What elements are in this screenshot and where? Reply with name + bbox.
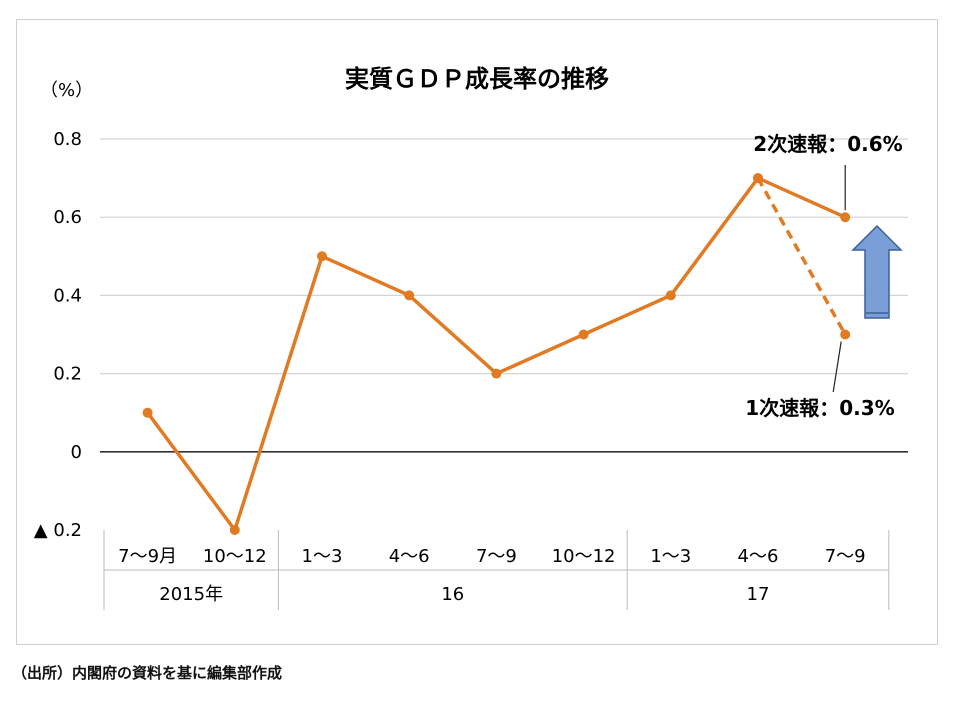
chart-title: 実質ＧＤＰ成長率の推移	[345, 65, 609, 93]
annotation-label: 1次速報：0.3%	[745, 396, 894, 420]
category-label: 10～12	[203, 546, 267, 567]
y-tick-label: 0.6	[53, 207, 82, 228]
category-label: 7～9	[825, 546, 866, 567]
y-tick-label: 0.2	[53, 364, 82, 385]
y-tick-label: 0.4	[53, 285, 82, 306]
category-label: 7～9月	[118, 546, 177, 567]
y-tick-label: 0	[71, 442, 82, 463]
series-line	[146, 176, 846, 532]
data-point	[142, 407, 153, 418]
data-point	[491, 368, 502, 379]
series-line-dashed	[756, 177, 847, 336]
y-tick-label: ▲ 0.2	[34, 520, 82, 541]
annotation-leader-line	[832, 341, 842, 393]
category-label: 7～9	[476, 546, 517, 567]
data-point	[753, 173, 763, 184]
data-point	[840, 212, 851, 223]
data-point	[840, 329, 851, 340]
data-point	[578, 329, 589, 340]
category-label: 4～6	[738, 546, 779, 567]
annotation-label: 2次速報：0.6%	[753, 132, 902, 156]
y-axis-unit-label: （%）	[40, 80, 93, 101]
source-note: （出所）内閣府の資料を基に編集部作成	[12, 664, 283, 682]
data-point	[317, 251, 327, 262]
year-group-label: 17	[747, 584, 770, 605]
category-label: 1～3	[650, 546, 691, 567]
data-point	[404, 290, 415, 301]
data-point	[229, 525, 240, 535]
chart-frame	[16, 19, 938, 645]
category-label: 4～6	[389, 546, 430, 567]
up-arrow-icon	[851, 224, 903, 319]
year-group-label: 16	[441, 584, 464, 605]
category-label: 1～3	[302, 546, 343, 567]
y-tick-label: 0.8	[53, 129, 82, 150]
category-label: 10～12	[552, 546, 616, 567]
year-group-label: 2015年	[159, 584, 223, 605]
data-point	[665, 290, 676, 301]
